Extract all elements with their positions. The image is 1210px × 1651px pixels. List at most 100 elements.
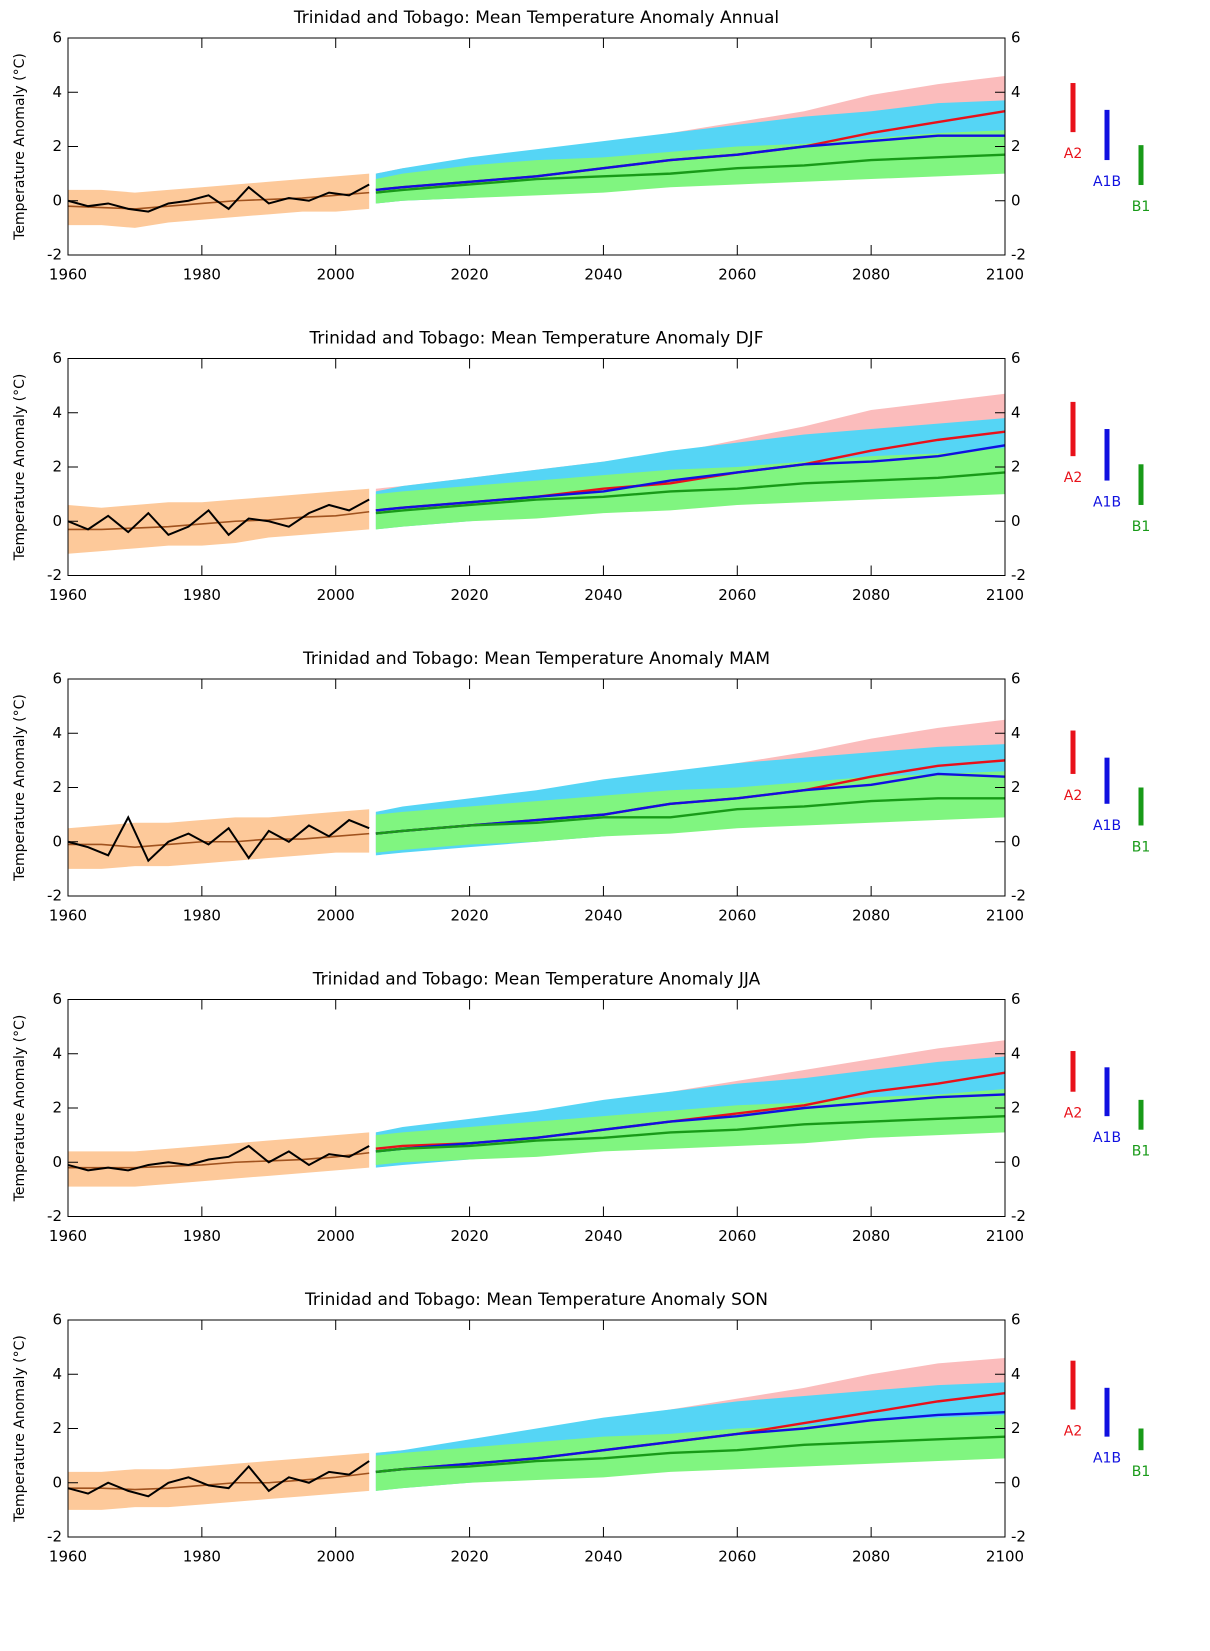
range-bar: [1138, 1428, 1144, 1451]
x-tick-label: 2040: [584, 586, 622, 604]
x-tick-label: 2060: [718, 907, 756, 925]
x-tick-label: 2080: [852, 1227, 890, 1245]
x-tick-label: 2100: [986, 586, 1024, 604]
y-tick-label-right: 6: [1011, 670, 1021, 688]
legend-label: A1B: [1093, 174, 1121, 190]
legend-label: B1: [1132, 1464, 1151, 1480]
range-bar: [1138, 1099, 1144, 1130]
range-bar: [1104, 109, 1110, 161]
x-tick-label: 2000: [317, 266, 355, 284]
observed-line: [67, 183, 370, 213]
historical-band: [68, 1132, 370, 1187]
x-tick-label: 2020: [450, 907, 488, 925]
y-tick-label-right: 0: [1011, 512, 1021, 530]
y-tick-label: 4: [52, 403, 62, 421]
range-bar: [1104, 429, 1110, 481]
chart-title: Trinidad and Tobago: Mean Temperature An…: [302, 649, 770, 669]
y-tick-label: 0: [52, 512, 62, 530]
range-bar: [1138, 787, 1144, 826]
x-tick-label: 1960: [49, 1548, 87, 1566]
historical-band: [68, 173, 370, 228]
y-tick-label: 2: [52, 137, 62, 155]
y-tick-label: 4: [52, 83, 62, 101]
y-tick-label: -2: [47, 1207, 62, 1225]
range-bar: [1104, 757, 1110, 804]
chart-title: Trinidad and Tobago: Mean Temperature An…: [293, 8, 779, 28]
y-tick-label-right: -2: [1011, 1207, 1026, 1225]
y-tick-label: 0: [52, 1153, 62, 1171]
x-tick-label: 2060: [718, 1548, 756, 1566]
y-tick-label: 6: [52, 990, 62, 1008]
range-bar: [1070, 1360, 1076, 1410]
y-tick-label: 0: [52, 191, 62, 209]
legend-label: B1: [1132, 199, 1151, 215]
y-tick-label-right: 4: [1011, 83, 1021, 101]
x-tick-label: 2000: [317, 1227, 355, 1245]
y-axis-label: Temperature Anomaly (°C): [12, 53, 28, 241]
legend-label: B1: [1132, 839, 1151, 855]
y-axis-label: Temperature Anomaly (°C): [12, 694, 28, 882]
x-tick-label: 1960: [49, 586, 87, 604]
x-tick-label: 2000: [317, 586, 355, 604]
historical-band: [68, 1452, 370, 1510]
y-tick-label: -2: [47, 246, 62, 264]
y-tick-label-right: -2: [1011, 566, 1026, 584]
x-tick-label: 2040: [584, 1548, 622, 1566]
y-tick-label: 4: [52, 1044, 62, 1062]
legend-label: B1: [1132, 519, 1151, 535]
chart-title: Trinidad and Tobago: Mean Temperature An…: [304, 1290, 768, 1310]
scenario-band: [375, 130, 1005, 204]
y-tick-label-right: 2: [1011, 778, 1021, 796]
x-tick-label: 2100: [986, 266, 1024, 284]
x-tick-label: 2040: [584, 907, 622, 925]
x-tick-label: 2080: [852, 1548, 890, 1566]
chart-title: Trinidad and Tobago: Mean Temperature An…: [309, 329, 764, 349]
y-axis-label: Temperature Anomaly (°C): [12, 1335, 28, 1523]
y-tick-label: 6: [52, 1311, 62, 1329]
panel: 1960 1980 2000 2020 2040 2060 2080 2100 -2 -2 0 0 2 2…: [12, 8, 1150, 284]
y-axis-label: Temperature Anomaly (°C): [12, 374, 28, 562]
scenario-line: [375, 1435, 1006, 1474]
y-tick-label: 6: [52, 670, 62, 688]
scenario-line: [375, 797, 1005, 835]
chart-title: Trinidad and Tobago: Mean Temperature An…: [312, 970, 761, 990]
y-tick-label-right: 2: [1011, 137, 1021, 155]
scenario-line: [375, 134, 1005, 192]
x-tick-label: 1960: [49, 266, 87, 284]
y-tick-label-right: 2: [1011, 1419, 1021, 1437]
range-bar: [1138, 145, 1144, 186]
y-tick-label: 4: [52, 1365, 62, 1383]
observed-line: [67, 1144, 370, 1172]
historical-band: [68, 809, 370, 869]
scenario-line: [375, 1411, 1006, 1474]
y-tick-label: -2: [47, 887, 62, 905]
legend-label: A1B: [1093, 1451, 1121, 1467]
legend-label: A2: [1064, 470, 1082, 486]
scenario-line: [375, 1093, 1006, 1153]
y-axis-label: Temperature Anomaly (°C): [12, 1015, 28, 1203]
observed-line: [67, 1460, 370, 1498]
legend-label: A2: [1064, 1424, 1082, 1440]
legend-label: B1: [1132, 1144, 1151, 1160]
x-tick-label: 1980: [183, 1548, 221, 1566]
historical-line: [68, 1151, 370, 1169]
x-tick-label: 2040: [584, 1227, 622, 1245]
legend-label: A2: [1064, 146, 1082, 162]
scenario-band: [375, 448, 1005, 530]
observed-line: [67, 498, 370, 537]
historical-line: [68, 1472, 370, 1491]
y-tick-label-right: 4: [1011, 724, 1021, 742]
x-tick-label: 1960: [49, 1227, 87, 1245]
legend-label: A2: [1064, 1106, 1082, 1122]
x-tick-label: 1980: [183, 907, 221, 925]
x-tick-label: 1980: [183, 1227, 221, 1245]
x-tick-label: 2100: [986, 1227, 1024, 1245]
panel: 1960 1980 2000 2020 2040 2060 2080 2100 -2 -2 0 0 2 2…: [12, 329, 1150, 605]
legend-label: A1B: [1093, 818, 1121, 834]
x-tick-label: 2020: [450, 586, 488, 604]
range-bar: [1070, 730, 1076, 774]
x-tick-label: 2100: [986, 907, 1024, 925]
range-bar: [1070, 83, 1076, 133]
legend-label: A1B: [1093, 495, 1121, 511]
x-tick-label: 2020: [450, 1227, 488, 1245]
